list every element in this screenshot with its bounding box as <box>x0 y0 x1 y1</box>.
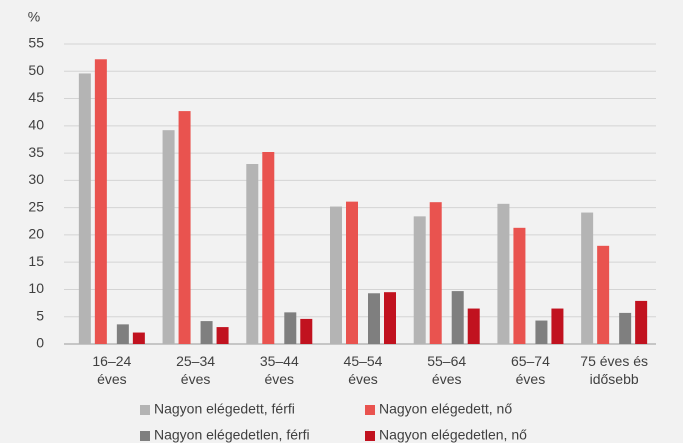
bar <box>497 203 510 344</box>
legend-label: Nagyon elégedett, nő <box>379 401 512 417</box>
bar <box>284 312 297 344</box>
bar <box>132 332 145 344</box>
x-tick-label: 35–44 éves <box>260 353 299 387</box>
bar <box>581 212 594 344</box>
x-tick-label-line: 55–64 <box>427 353 466 369</box>
bar <box>597 245 610 344</box>
bar <box>619 312 632 344</box>
legend-swatch <box>140 405 150 415</box>
y-tick-label: 50 <box>28 62 44 78</box>
x-tick-label: 65–74 éves <box>511 353 550 387</box>
x-tick-label-line: idősebb <box>590 371 639 387</box>
legend-swatch <box>365 405 375 415</box>
bar <box>330 206 342 344</box>
bar <box>635 300 648 344</box>
x-tick-label: 45–54 éves <box>344 353 383 387</box>
bar <box>467 308 480 344</box>
bar <box>116 324 129 344</box>
y-tick-label: 15 <box>28 253 44 269</box>
x-tick-label-line: éves <box>348 371 378 387</box>
x-tick-label: 55–64 éves <box>427 353 466 387</box>
bar <box>413 216 426 344</box>
x-tick-label: 16–24 éves <box>92 353 131 387</box>
bar <box>246 164 259 344</box>
x-tick-label-line: éves <box>264 371 294 387</box>
y-tick-label: 20 <box>28 226 44 242</box>
y-tick-label: 30 <box>28 171 44 187</box>
legend-label: Nagyon elégedett, férfi <box>154 401 295 417</box>
bar <box>451 291 464 344</box>
x-tick-label-line: 25–34 <box>176 353 215 369</box>
x-tick-label-line: éves <box>432 371 462 387</box>
legend-label: Nagyon elégedetlen, nő <box>379 427 527 443</box>
legend-label: Nagyon elégedetlen, férfi <box>154 427 310 443</box>
y-unit: % <box>28 9 40 25</box>
x-tick-label-line: éves <box>516 371 546 387</box>
x-tick-label-line: 35–44 <box>260 353 299 369</box>
bar <box>94 59 107 344</box>
bar <box>216 327 229 344</box>
x-tick-label-line: éves <box>181 371 211 387</box>
x-tick-label: 75 éves és idősebb <box>580 353 648 387</box>
y-tick-label: 25 <box>28 198 44 214</box>
x-tick-label-line: éves <box>97 371 127 387</box>
bar <box>162 130 175 344</box>
x-tick-label-line: 45–54 <box>344 353 383 369</box>
bar <box>178 111 191 344</box>
y-tick-label: 35 <box>28 144 44 160</box>
y-tick-label: 45 <box>28 89 44 105</box>
y-tick-label: 55 <box>28 35 44 51</box>
bar <box>429 202 442 344</box>
y-tick-label: 10 <box>28 280 44 296</box>
x-tick-label-line: 65–74 <box>511 353 550 369</box>
y-tick-label: 40 <box>28 117 44 133</box>
bar <box>262 152 275 344</box>
y-tick-label: 0 <box>36 335 44 351</box>
bar <box>535 320 548 344</box>
x-tick-label: 25–34 éves <box>176 353 215 387</box>
bar <box>300 318 313 344</box>
bar <box>384 292 396 344</box>
legend-swatch <box>365 431 375 441</box>
y-tick-label: 5 <box>36 307 44 323</box>
bar <box>346 201 358 344</box>
bar <box>200 321 213 344</box>
bar <box>368 293 380 344</box>
bar <box>551 308 564 344</box>
bar <box>78 73 91 345</box>
bar <box>513 227 526 344</box>
x-tick-label-line: 75 éves és <box>580 353 648 369</box>
x-tick-label-line: 16–24 <box>92 353 131 369</box>
legend-swatch <box>140 431 150 441</box>
